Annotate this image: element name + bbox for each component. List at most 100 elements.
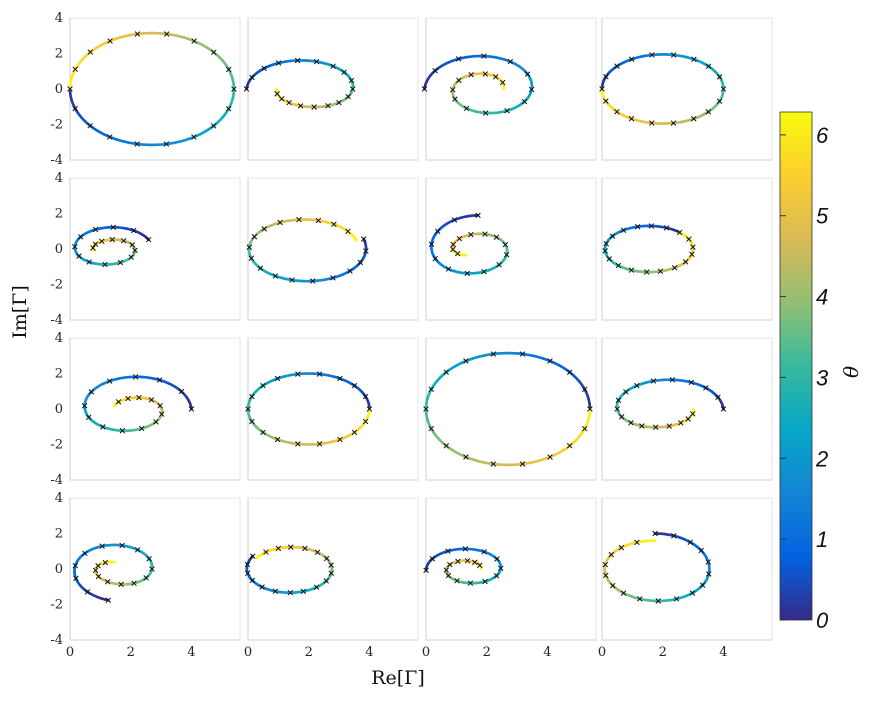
x-marker [297, 103, 304, 109]
x-marker [652, 530, 658, 537]
x-marker [337, 436, 343, 443]
x-marker [432, 255, 439, 262]
x-marker [634, 223, 641, 230]
x-marker [328, 570, 335, 576]
markers-r2c3 [428, 212, 510, 277]
x-marker [482, 578, 488, 585]
x-marker [313, 58, 320, 65]
x-marker [316, 371, 323, 377]
y-tick-label: -2 [50, 438, 63, 453]
markers-r4c1 [72, 542, 155, 603]
x-marker [157, 403, 163, 409]
x-marker [429, 556, 436, 562]
x-marker [715, 394, 721, 401]
x-marker [260, 382, 266, 389]
x-marker [703, 385, 709, 391]
x-marker [249, 418, 255, 425]
x-tick-label: 4 [187, 645, 195, 660]
x-marker [455, 56, 462, 62]
markers-r4c2 [244, 544, 335, 596]
y-tick-label: 4 [55, 171, 63, 186]
x-marker [163, 141, 170, 147]
subplot-frame [601, 17, 773, 161]
x-axis-label: Re[Γ] [371, 667, 425, 689]
x-marker [86, 259, 92, 265]
x-tick-label: 0 [598, 645, 606, 660]
subplot-frame [69, 337, 241, 481]
x-marker [519, 351, 526, 357]
x-marker [615, 262, 622, 269]
y-tick-label: 2 [55, 207, 63, 222]
curve-r3c1 [83, 375, 193, 433]
x-tick-label: 4 [543, 645, 551, 660]
x-marker [360, 236, 367, 242]
x-marker [603, 240, 609, 247]
x-marker [699, 582, 706, 588]
x-marker [163, 31, 170, 37]
x-marker [705, 559, 712, 565]
x-marker [104, 579, 111, 585]
x-marker [107, 38, 113, 44]
x-marker [503, 251, 510, 258]
x-marker [521, 98, 528, 105]
curve-segment [354, 238, 358, 242]
x-marker [119, 427, 126, 434]
x-marker [107, 134, 113, 140]
x-tick-label: 2 [483, 645, 491, 660]
x-marker [286, 99, 292, 106]
x-marker [95, 563, 101, 569]
subplot-r4c4: 0 2 4 [598, 497, 773, 660]
x-marker [130, 227, 137, 234]
x-marker [95, 573, 102, 580]
x-marker [676, 229, 683, 236]
x-marker [685, 416, 691, 422]
x-marker [445, 548, 451, 554]
x-marker [129, 242, 135, 248]
x-marker [682, 259, 689, 265]
colorbar: 0 1 2 3 4 5 6 θ [779, 111, 863, 633]
subplot-frame [69, 17, 241, 161]
x-marker [666, 423, 672, 429]
x-marker [84, 589, 91, 595]
x-marker [158, 411, 165, 417]
x-marker [287, 589, 294, 596]
x-marker [463, 454, 469, 460]
x-marker [691, 115, 697, 122]
x-marker [528, 86, 535, 93]
x-marker [449, 86, 456, 93]
x-marker [251, 233, 258, 240]
y-tick-label: 0 [55, 242, 63, 257]
y-tick-label: -4 [50, 633, 63, 648]
x-marker [519, 461, 526, 467]
x-marker [131, 580, 137, 587]
x-marker [260, 429, 266, 436]
x-marker [602, 248, 608, 254]
x-marker [245, 406, 251, 412]
x-marker [602, 561, 609, 568]
curve-segment [255, 555, 259, 560]
colorbar-tick-label: 2 [815, 446, 828, 471]
y-tick-label: 4 [55, 491, 63, 506]
x-marker [716, 98, 723, 104]
x-marker [81, 402, 88, 409]
x-marker [614, 108, 620, 115]
x-marker [243, 86, 250, 92]
x-marker [92, 567, 99, 574]
x-marker [115, 399, 122, 405]
x-marker [302, 545, 308, 552]
colorbar-tick-label: 0 [816, 608, 829, 633]
y-tick-label: -2 [50, 118, 63, 133]
x-marker [313, 584, 320, 591]
colorbar-label: θ [839, 366, 863, 378]
x-marker [705, 63, 712, 70]
x-marker [686, 236, 692, 242]
y-tick-label: -2 [50, 598, 63, 613]
x-marker [432, 67, 438, 74]
x-marker [99, 238, 105, 245]
x-marker [86, 414, 92, 421]
x-marker [145, 236, 152, 243]
subplot-frame [425, 497, 597, 641]
x-marker [482, 110, 489, 116]
x-marker [671, 533, 677, 539]
x-marker [211, 49, 217, 56]
